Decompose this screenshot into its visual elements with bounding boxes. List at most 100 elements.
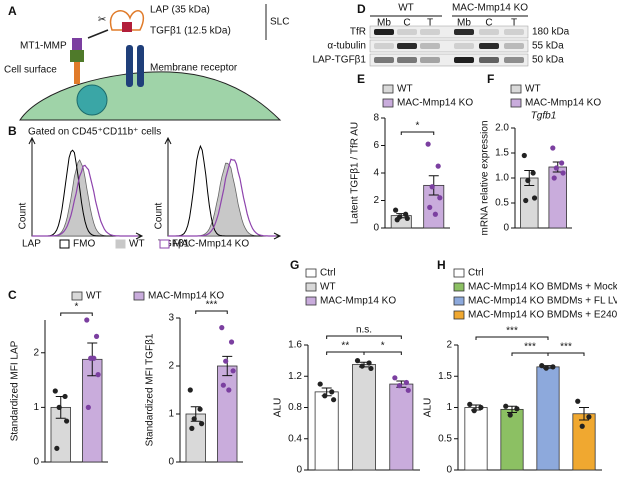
y-axis-label: Latent TGFβ1 / TfR AU — [350, 122, 361, 224]
y-tick-label: 1 — [168, 409, 174, 420]
data-point — [425, 141, 431, 147]
y-tick-label: 2 — [373, 195, 379, 206]
x-axis-label: TGFβ1 — [158, 239, 190, 250]
data-point — [550, 364, 556, 370]
size-label: 50 kDa — [532, 55, 564, 66]
y-tick-label: 0.5 — [495, 198, 509, 209]
tgf-label: TGFβ1 (12.5 kDa) — [150, 26, 231, 37]
legend-label: MAC-Mmp14 KO BMDMs + FL LV — [468, 296, 617, 307]
y-axis-label: Standardized MFI LAP — [10, 340, 21, 441]
y-tick-label: 0 — [296, 465, 302, 476]
legend-swatch — [305, 282, 317, 292]
legend-label: WT — [86, 291, 102, 302]
significance-label: *** — [506, 326, 518, 337]
mmp-domain — [70, 50, 84, 62]
arrow — [164, 136, 282, 240]
y-tick-label: 3 — [168, 313, 174, 324]
band — [504, 57, 524, 63]
data-point — [531, 195, 538, 201]
data-point — [403, 379, 410, 386]
bar — [536, 366, 560, 471]
legend-swatch — [510, 84, 522, 94]
y-tick-label: 1.5 — [495, 148, 509, 159]
band — [454, 57, 474, 63]
data-point — [525, 177, 531, 184]
y-tick-label: 0 — [168, 457, 174, 468]
data-point — [219, 325, 225, 331]
band — [374, 57, 394, 63]
panel-label: G — [290, 258, 299, 272]
data-point — [429, 184, 435, 190]
legend-swatch — [305, 268, 317, 278]
panel-label: A — [8, 4, 17, 18]
histogram — [168, 158, 276, 237]
significance-bracket — [326, 351, 365, 355]
receptor — [137, 45, 144, 87]
significance-bracket — [547, 352, 585, 356]
band — [397, 43, 417, 49]
data-point — [368, 365, 374, 372]
receptor — [126, 45, 133, 87]
scissors: ✂ — [98, 15, 106, 26]
band — [397, 57, 417, 63]
y-axis-label: ALU — [423, 398, 434, 417]
legend-label: WT — [320, 282, 336, 293]
significance-label: * — [381, 341, 385, 352]
y-axis-label: mRNA relative expression — [480, 120, 491, 235]
data-point — [435, 163, 441, 169]
panel-label: F — [487, 72, 494, 86]
tgf — [122, 22, 132, 32]
protein-label: α-tubulin — [327, 41, 366, 52]
legend-swatch — [510, 98, 522, 108]
y-tick-label: 0 — [503, 223, 509, 234]
data-point — [366, 360, 372, 366]
legend-label: MAC-Mmp14 KO BMDMs + Mock LV — [468, 282, 617, 293]
legend-label: MAC-Mmp14 KO — [397, 98, 473, 109]
y-tick-label: 0 — [33, 457, 39, 468]
x-axis-label: LAP — [22, 239, 41, 250]
data-point — [64, 418, 70, 424]
band — [420, 57, 440, 63]
data-point — [230, 368, 236, 374]
data-point — [543, 365, 549, 371]
significance-label: *** — [206, 300, 218, 311]
data-point — [478, 404, 484, 411]
significance-bracket — [475, 336, 549, 340]
data-point — [432, 211, 438, 217]
y-tick-label: 0 — [446, 465, 452, 476]
data-point — [579, 423, 585, 429]
y-tick-label: 1 — [446, 402, 452, 413]
y-tick-label: 1.5 — [438, 371, 452, 382]
data-point — [467, 401, 473, 407]
panel-label: H — [437, 258, 446, 272]
band — [374, 29, 394, 35]
bar — [464, 407, 488, 471]
lane-label: Mb — [457, 18, 471, 29]
significance-bracket — [363, 351, 402, 355]
y-tick-label: 1.6 — [288, 340, 302, 351]
data-point — [392, 375, 398, 381]
receptor-label: Membrane receptor — [150, 63, 238, 74]
band — [454, 43, 474, 49]
data-point — [197, 406, 203, 412]
y-tick-label: 1.2 — [288, 371, 302, 382]
data-point — [62, 393, 68, 400]
y-axis-label: Standardized MFI TGFβ1 — [145, 333, 156, 446]
data-point — [539, 363, 545, 369]
data-point — [523, 197, 529, 204]
legend-swatch — [382, 98, 394, 108]
data-point — [503, 403, 509, 409]
data-point — [95, 372, 101, 378]
significance-label: *** — [560, 342, 572, 353]
significance-label: * — [75, 302, 79, 313]
error-bar — [579, 407, 589, 421]
data-point — [393, 207, 399, 213]
data-point — [187, 387, 193, 393]
legend-label: WT — [129, 239, 145, 250]
significance-bracket — [400, 131, 435, 135]
mmp-label: MT1-MMP — [20, 41, 67, 52]
lane-label: C — [485, 18, 492, 29]
data-point — [403, 211, 409, 217]
y-tick-label: 4 — [373, 168, 379, 179]
